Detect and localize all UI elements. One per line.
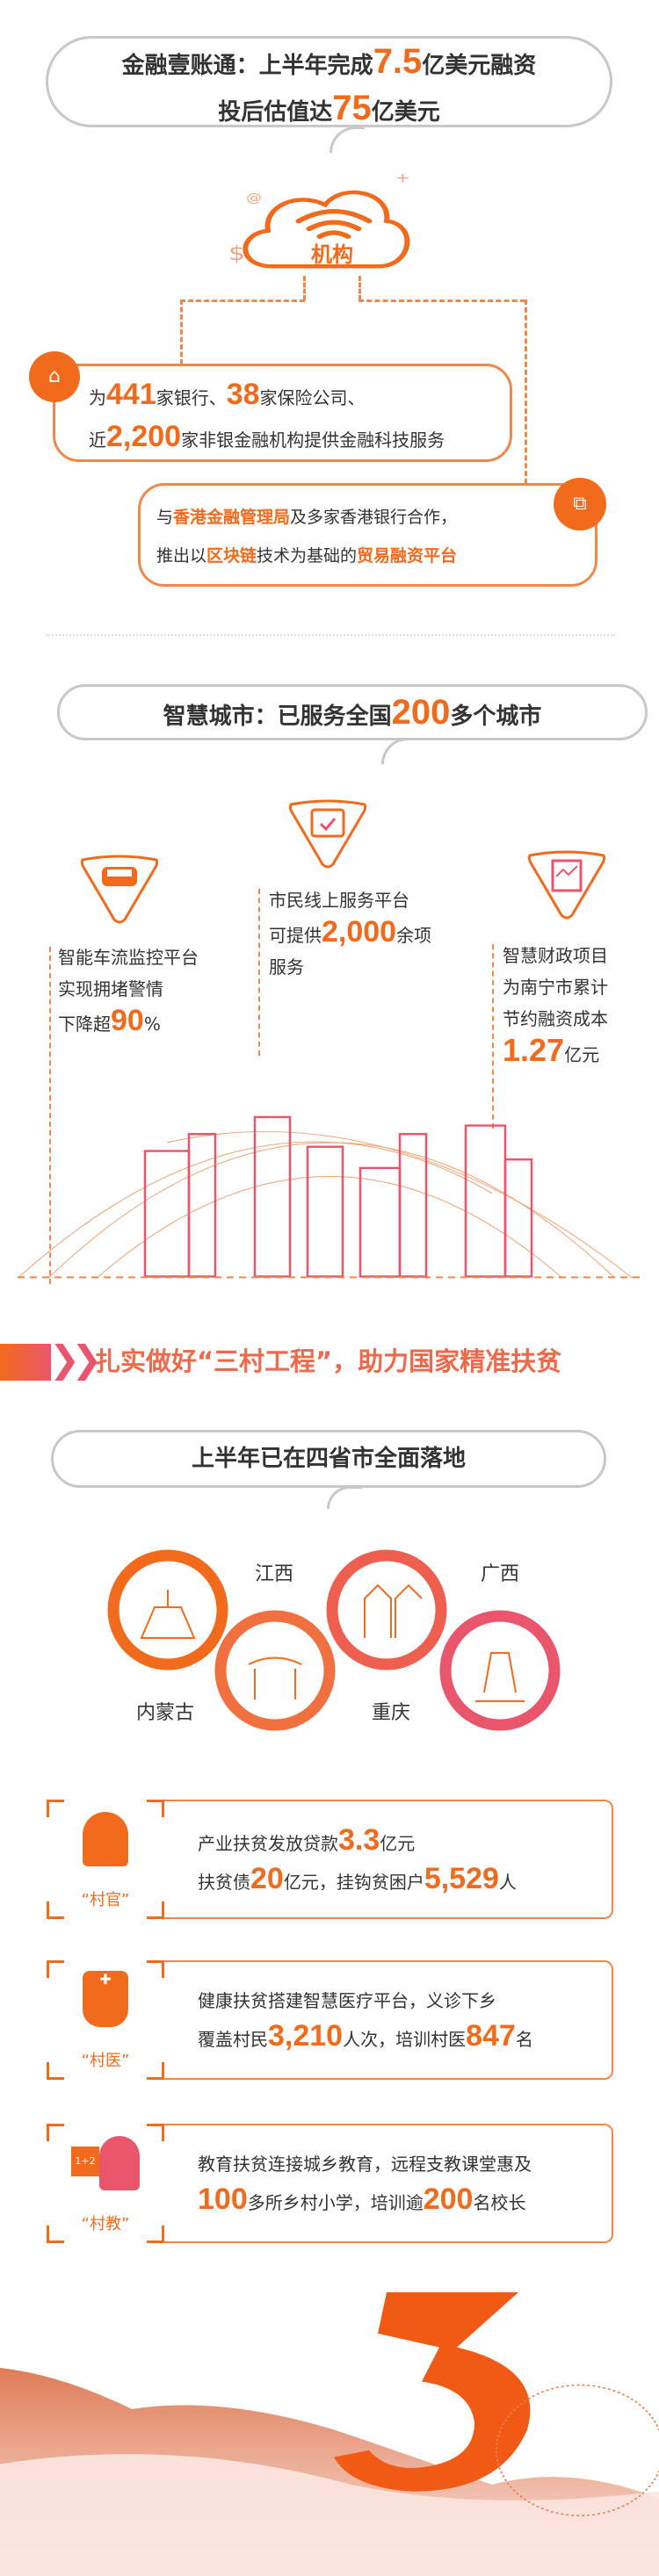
province-label: 江西 — [255, 1563, 294, 1585]
anniversary-30-mountains-illustration — [0, 2292, 659, 2576]
label-village-teacher: 1+2 “村教” — [47, 2124, 164, 2243]
card-village-doctor: 健康扶贫搭建智慧医疗平台，义诊下乡 覆盖村民3,210人次，培训村医847名 — [164, 1960, 613, 2080]
section-banner: ❯❯ 扎实做好“三村工程”，助力国家精准扶贫 — [0, 1338, 659, 1382]
city-skyline-illustration — [17, 1115, 641, 1279]
province-label: 广西 — [481, 1563, 520, 1585]
official-icon — [83, 1812, 128, 1866]
section-divider — [46, 634, 615, 636]
car-icon — [80, 855, 159, 924]
headline-bubble-smart-city: 智慧城市：已服务全国200多个城市 — [57, 684, 648, 764]
headline-bubble-fintech: 金融壹账通：上半年完成7.5亿美元融资 投后估值达75亿美元 — [46, 36, 612, 153]
province-label: 内蒙古 — [136, 1702, 195, 1724]
svg-text:+: + — [395, 171, 410, 186]
headline-line2: 投后估值达75亿美元 — [218, 89, 440, 127]
card-village-teacher: 教育扶贫连接城乡教育，远程支教课堂惠及 100多所乡村小学，培训逾200名校长 — [164, 2124, 613, 2243]
calendar-check-icon — [288, 799, 367, 869]
box-blockchain: 与香港金融管理局及多家香港银行合作， 推出以区块链技术为基础的贸易融资平台 — [138, 483, 597, 587]
headline-bubble-provinces: 上半年已在四省市全面落地 — [51, 1430, 606, 1488]
inner-mongolia-yurt-icon — [107, 1549, 228, 1670]
province-hexagons — [107, 1549, 561, 1731]
svg-text:@: @ — [246, 191, 262, 205]
chevrons-icon: ❯❯ — [49, 1338, 102, 1381]
blockchain-icon: ⧉ — [554, 478, 606, 530]
bank-exchange-icon: ⌂ — [29, 351, 80, 402]
chongqing-towers-icon — [326, 1549, 447, 1670]
smart-city-item-finance: 智慧财政项目 为南宁市累计 节约融资成本 1.27亿元 — [503, 945, 608, 1068]
cloud-label: 机构 — [311, 242, 353, 267]
label-village-doctor: ✚ “村医” — [47, 1960, 164, 2080]
headline-line1: 金融壹账通：上半年完成7.5亿美元融资 — [121, 42, 537, 81]
blackboard-icon: 1+2 — [71, 2147, 99, 2176]
province-label: 重庆 — [372, 1702, 411, 1724]
card-village-official: 产业扶贫发放贷款3.3亿元 扶贫债20亿元，挂钩贫困户5,529人 — [164, 1800, 613, 1919]
doctor-icon: ✚ — [83, 1971, 128, 2027]
label-village-official: “村官” — [47, 1800, 164, 1919]
box-institutions: 为441家银行、38家保险公司、 近2,200家非银金融机构提供金融科技服务 — [53, 364, 512, 462]
guangxi-monument-icon — [439, 1610, 561, 1731]
banner-title: 扎实做好“三村工程”，助力国家精准扶贫 — [95, 1346, 562, 1376]
smart-city-item-services: 市民线上服务平台 可提供2,000余项 服务 — [269, 890, 432, 978]
jiangxi-pavilion-icon — [214, 1610, 336, 1731]
chart-report-icon — [527, 850, 606, 920]
teacher-icon — [99, 2136, 140, 2190]
cloud-wifi-icon: $ @ + — [228, 171, 410, 269]
svg-text:$: $ — [228, 243, 245, 265]
smart-city-item-traffic: 智能车流监控平台 实现拥堵警情 下降超90% — [58, 947, 199, 1037]
